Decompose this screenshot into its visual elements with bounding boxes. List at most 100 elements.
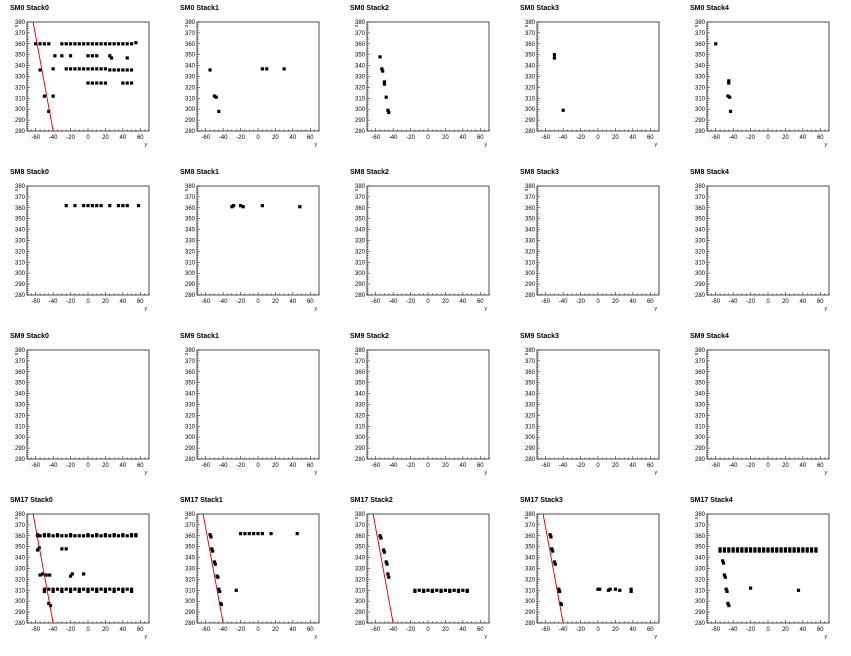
data-point [103,42,108,46]
data-point [68,589,73,593]
y-tick-label: 330 [185,239,196,245]
y-tick-label: 380 [185,184,196,190]
data-point [64,42,68,46]
data-point [814,549,818,553]
data-point [452,588,456,592]
data-point [726,601,730,605]
y-tick-label: 380 [15,512,26,518]
y-tick-label: 320 [695,577,706,583]
y-tick-label: 310 [525,260,536,266]
y-tick-label: 370 [185,195,196,201]
x-tick-label: -60 [541,463,550,469]
x-tick-label: -20 [236,135,245,141]
fit-line [542,514,564,623]
plot-frame [536,21,660,132]
scatter-panel: SM0 Stack3 280 290 300 310 320 330 340 350 360 370… [510,0,680,164]
data-point [596,587,600,591]
x-tick-label: 40 [630,299,637,305]
data-point [42,587,47,591]
data-point [64,204,68,208]
data-point [727,549,731,553]
panel-title: SM9 Stack3 [520,333,559,340]
x-tick-label: 40 [630,463,637,469]
y-tick-label: 350 [185,53,196,59]
scatter-panel: SM9 Stack3 280 290 300 310 320 330 340 350 360 370… [510,328,680,492]
panel-title: SM0 Stack0 [10,5,49,12]
data-point [269,532,273,536]
y-tick-label: 300 [525,435,536,441]
data-point [108,54,112,58]
y-axis-label: x [184,516,190,519]
plot-frame [706,21,830,132]
data-point [82,587,86,591]
data-point [252,532,256,536]
x-tick-label: 60 [477,463,484,469]
data-point [86,54,90,58]
x-tick-label: -20 [576,299,585,305]
scatter-panel: SM0 Stack1 280 290 300 310 320 330 340 350 360 370… [170,0,340,164]
x-tick-label: 40 [630,135,637,141]
x-tick-label: -40 [389,135,398,141]
x-tick-label: -20 [236,299,245,305]
data-point [125,56,129,60]
x-tick-label: -20 [66,627,75,633]
x-axis-label: y [145,306,148,312]
x-tick-label: 20 [612,299,619,305]
x-tick-label: 0 [86,463,90,469]
data-point [598,587,602,591]
x-tick-label: 20 [612,463,619,469]
x-tick-label: -40 [389,627,398,633]
plot-frame [196,21,320,132]
y-tick-label: 340 [15,556,26,562]
y-tick-label: 380 [695,20,706,26]
y-tick-label: 280 [185,293,196,299]
y-tick-label: 330 [15,403,26,409]
y-tick-label: 340 [185,228,196,234]
x-tick-label: 0 [256,299,260,305]
y-axis-label: x [354,188,360,191]
data-point [219,602,223,607]
x-tick-label: -40 [219,627,228,633]
x-tick-label: -40 [559,299,568,305]
y-tick-label: 290 [355,446,366,452]
panel-title: SM9 Stack2 [350,333,389,340]
data-point [42,94,47,98]
data-point [47,533,51,537]
data-point [103,533,108,537]
y-tick-label: 290 [355,282,366,288]
x-tick-label: 40 [120,463,127,469]
y-tick-label: 320 [695,413,706,419]
data-point [801,547,805,551]
panel-title: SM9 Stack0 [10,333,49,340]
y-axis-label: x [184,24,190,27]
y-tick-label: 370 [15,523,26,529]
y-tick-label: 330 [525,567,536,573]
x-tick-label: 20 [612,135,619,141]
y-tick-label: 290 [185,282,196,288]
y-tick-label: 370 [525,523,536,529]
data-point [208,533,212,537]
x-tick-label: 40 [290,627,297,633]
x-tick-label: -20 [66,299,75,305]
y-tick-label: 370 [355,523,366,529]
data-point [770,547,774,551]
x-tick-label: 0 [596,135,600,141]
data-point [73,67,77,71]
panel-title: SM8 Stack3 [520,169,559,176]
x-axis-label: y [825,142,828,148]
panel-title: SM0 Stack3 [520,5,559,12]
x-tick-label: 0 [256,463,260,469]
x-tick-label: 20 [272,135,279,141]
data-point [60,42,64,46]
data-point [748,549,753,553]
x-tick-label: -40 [219,299,228,305]
data-point [95,587,99,591]
data-point [385,562,389,566]
y-tick-label: 340 [355,228,366,234]
data-point [48,603,53,608]
y-tick-label: 290 [525,282,536,288]
data-point [779,549,783,553]
data-point [796,588,801,592]
y-tick-label: 340 [695,556,706,562]
data-point [86,204,90,208]
